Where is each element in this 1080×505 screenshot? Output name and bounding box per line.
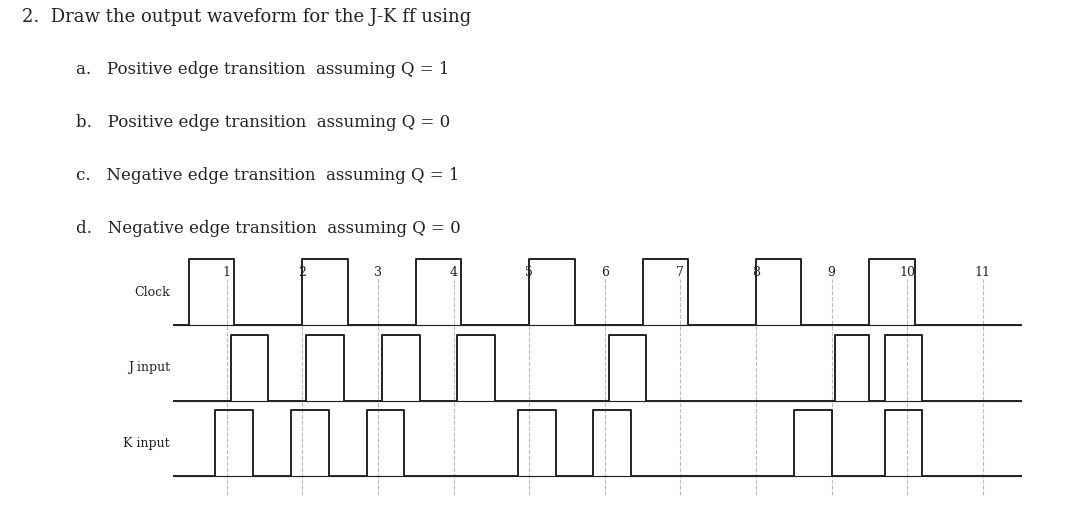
Text: 9: 9 xyxy=(827,266,836,279)
Text: 6: 6 xyxy=(600,266,609,279)
Text: 8: 8 xyxy=(752,266,760,279)
Text: 5: 5 xyxy=(525,266,534,279)
Text: 11: 11 xyxy=(975,266,990,279)
Text: Clock: Clock xyxy=(134,286,171,299)
Text: 2.  Draw the output waveform for the J-K ff using: 2. Draw the output waveform for the J-K … xyxy=(22,8,471,26)
Text: c.   Negative edge transition  assuming Q = 1: c. Negative edge transition assuming Q =… xyxy=(76,167,459,184)
Text: b.   Positive edge transition  assuming Q = 0: b. Positive edge transition assuming Q =… xyxy=(76,114,450,131)
Text: 3: 3 xyxy=(374,266,382,279)
Text: a.   Positive edge transition  assuming Q = 1: a. Positive edge transition assuming Q =… xyxy=(76,61,449,78)
Text: J input: J input xyxy=(127,361,171,374)
Text: d.   Negative edge transition  assuming Q = 0: d. Negative edge transition assuming Q =… xyxy=(76,220,460,237)
Text: 10: 10 xyxy=(900,266,915,279)
Text: 7: 7 xyxy=(676,266,685,279)
Text: 2: 2 xyxy=(298,266,307,279)
Text: K input: K input xyxy=(123,437,171,450)
Text: 1: 1 xyxy=(222,266,231,279)
Text: 4: 4 xyxy=(449,266,458,279)
